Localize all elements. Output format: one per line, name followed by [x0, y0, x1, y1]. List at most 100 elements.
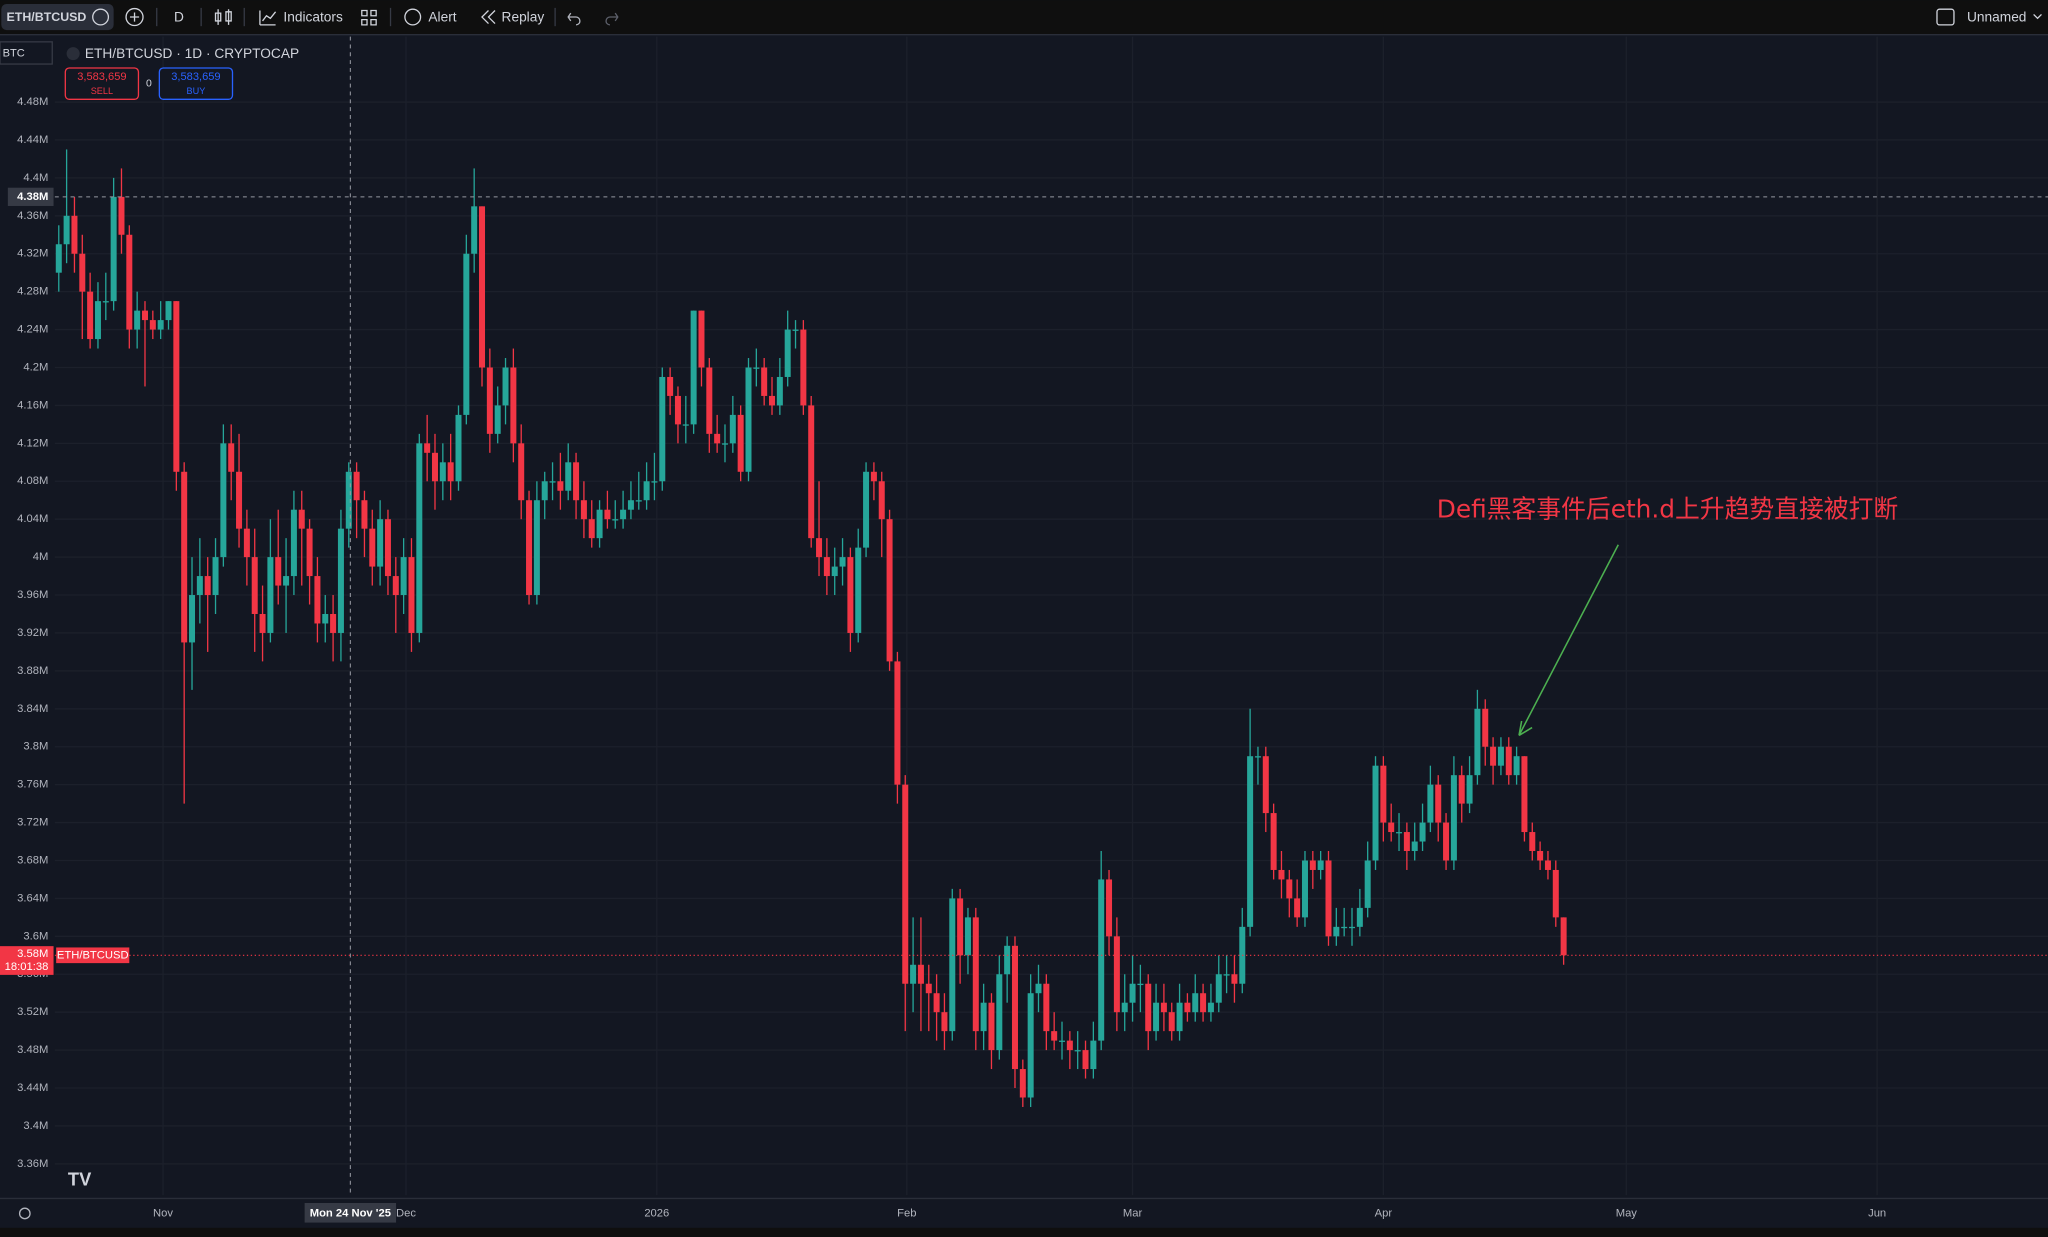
candle-body [847, 557, 854, 633]
candle-body [823, 557, 830, 577]
candle-body [1074, 1050, 1081, 1052]
candle-body [635, 500, 642, 502]
candle-body [408, 557, 415, 633]
candle-body [1129, 983, 1136, 1003]
indicators-icon [259, 10, 277, 26]
symbol[interactable]: ETH/BTCUSD [7, 10, 87, 24]
y-tick-label: 3.76M [17, 779, 48, 791]
toolbar: ETH/BTCUSD D Indicators Alert Replay Unn… [0, 0, 2048, 36]
buy-price[interactable]: 3,583,659 [171, 71, 220, 83]
candle-body [1552, 869, 1559, 918]
interval[interactable]: D [174, 9, 184, 24]
alert-button[interactable]: Alert [428, 9, 456, 24]
candle-body [1372, 765, 1379, 861]
candle-body [1419, 822, 1426, 842]
candle-body [964, 917, 971, 956]
y-tick-label: 4.48M [17, 96, 48, 108]
x-tick-label: 2026 [644, 1207, 669, 1219]
y-tick-label: 3.96M [17, 589, 48, 601]
candle-body [259, 613, 266, 633]
sell-label[interactable]: SELL [91, 86, 113, 96]
candle-body [314, 576, 321, 624]
y-tick-label: 3.72M [17, 817, 48, 829]
redo-button[interactable] [605, 12, 619, 26]
indicators-button[interactable]: Indicators [283, 9, 343, 24]
currency-box[interactable] [0, 41, 53, 65]
y-tick-label: 3.52M [17, 1006, 48, 1018]
candle-body [1356, 907, 1363, 927]
undo-button[interactable] [567, 12, 581, 26]
candle-body [690, 310, 697, 425]
x-tick-label: Jun [1868, 1207, 1886, 1219]
candle-body [1349, 926, 1356, 929]
candle-body [565, 462, 572, 491]
buy-button[interactable] [158, 67, 234, 100]
candle-body [925, 983, 932, 994]
bottom-bar [0, 1227, 2048, 1237]
x-tick-label: Nov [153, 1207, 173, 1219]
y-tick-label: 4.2M [23, 361, 48, 373]
candle-body [674, 395, 681, 425]
annotation-arrow [1518, 544, 1619, 737]
crosshair-time-box [304, 1202, 397, 1223]
sell-button[interactable] [64, 67, 140, 100]
add-symbol[interactable] [125, 7, 144, 27]
candle-body [596, 509, 603, 539]
candle-body [1388, 822, 1395, 833]
candle-body [353, 471, 360, 501]
x-tick-label: Apr [1375, 1207, 1393, 1219]
candle-body [369, 528, 376, 567]
layout-menu[interactable] [2033, 13, 2042, 20]
candle-body [721, 443, 728, 445]
sell-price[interactable]: 3,583,659 [77, 71, 126, 83]
add-icon [129, 12, 140, 22]
candle-body [1192, 993, 1199, 1013]
chart-type-button[interactable] [214, 9, 232, 25]
candle-body [220, 443, 227, 558]
y-tick-label: 4.16M [17, 399, 48, 411]
candle-body [1184, 1002, 1191, 1013]
candle-body [541, 481, 548, 501]
candle-body [776, 376, 783, 406]
replay-button[interactable]: Replay [502, 9, 545, 24]
candle-body [769, 395, 776, 406]
candle-body [1043, 983, 1050, 1032]
candle-body [627, 500, 634, 510]
candle-body [980, 1002, 987, 1032]
candle-body [839, 557, 846, 567]
candle-body [1145, 983, 1152, 1032]
candle-body [337, 528, 344, 633]
tv-logo[interactable]: TV [68, 1169, 92, 1190]
last-price-box [0, 946, 54, 975]
candle-body [345, 471, 352, 529]
y-tick-label: 3.68M [17, 854, 48, 866]
buy-label[interactable]: BUY [187, 86, 206, 96]
candle-body [1011, 945, 1018, 1070]
candle-body [831, 566, 838, 577]
candle-body [651, 481, 658, 483]
candle-body [110, 196, 117, 302]
symbol-button[interactable] [1, 3, 114, 31]
y-tick-label: 3.64M [17, 892, 48, 904]
settings-button[interactable] [18, 1207, 31, 1220]
candle-body [659, 376, 666, 482]
currency[interactable]: BTC [3, 48, 25, 60]
candle-body [283, 576, 290, 586]
candle-body [1098, 879, 1105, 1041]
candle-body [102, 301, 109, 303]
candle-body [416, 443, 423, 633]
candle-body [1160, 1002, 1167, 1013]
candle-body [479, 206, 486, 368]
candle-body [933, 993, 940, 1013]
templates-button[interactable] [361, 9, 377, 26]
candle-body [1317, 860, 1324, 870]
candle-body [612, 519, 619, 521]
alert-icon [404, 8, 422, 26]
candle-body [1490, 746, 1497, 766]
candle-body [165, 301, 172, 321]
candle-body [63, 215, 70, 245]
layout-name[interactable]: Unnamed [1967, 9, 2026, 24]
candle-body [267, 557, 274, 633]
candle-body [1505, 746, 1512, 776]
candle-body [134, 310, 141, 330]
